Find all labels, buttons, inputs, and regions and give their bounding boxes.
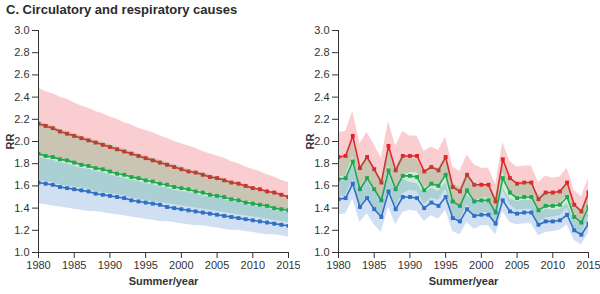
svg-text:2.6: 2.6 xyxy=(314,68,329,80)
svg-text:2015: 2015 xyxy=(276,259,300,271)
svg-text:RR: RR xyxy=(4,134,16,150)
svg-text:1.8: 1.8 xyxy=(14,157,29,169)
svg-text:1.6: 1.6 xyxy=(314,179,329,191)
svg-text:Summer/year: Summer/year xyxy=(129,275,199,287)
svg-text:2.6: 2.6 xyxy=(14,68,29,80)
svg-text:2.4: 2.4 xyxy=(14,91,29,103)
svg-text:2010: 2010 xyxy=(241,259,265,271)
svg-text:3.0: 3.0 xyxy=(314,24,329,36)
svg-text:2.2: 2.2 xyxy=(314,113,329,125)
svg-text:2.4: 2.4 xyxy=(314,91,329,103)
svg-text:1.6: 1.6 xyxy=(14,179,29,191)
svg-text:3.0: 3.0 xyxy=(14,24,29,36)
svg-text:Summer/year: Summer/year xyxy=(429,275,499,287)
svg-text:2.8: 2.8 xyxy=(314,46,329,58)
svg-text:1980: 1980 xyxy=(326,259,350,271)
svg-text:2010: 2010 xyxy=(541,259,565,271)
svg-text:1.0: 1.0 xyxy=(14,246,29,258)
svg-text:1.2: 1.2 xyxy=(314,224,329,236)
svg-text:1980: 1980 xyxy=(26,259,50,271)
svg-text:1.0: 1.0 xyxy=(314,246,329,258)
svg-text:1.4: 1.4 xyxy=(314,202,329,214)
svg-text:1985: 1985 xyxy=(362,259,386,271)
svg-text:2005: 2005 xyxy=(505,259,529,271)
svg-text:1.4: 1.4 xyxy=(14,202,29,214)
svg-text:1995: 1995 xyxy=(133,259,157,271)
svg-text:2.8: 2.8 xyxy=(14,46,29,58)
svg-text:2000: 2000 xyxy=(169,259,193,271)
svg-text:2.0: 2.0 xyxy=(314,135,329,147)
svg-text:1995: 1995 xyxy=(433,259,457,271)
svg-text:2015: 2015 xyxy=(576,259,600,271)
svg-text:RR: RR xyxy=(304,134,316,150)
svg-text:2000: 2000 xyxy=(469,259,493,271)
svg-text:2.0: 2.0 xyxy=(14,135,29,147)
svg-text:2005: 2005 xyxy=(205,259,229,271)
svg-text:1.2: 1.2 xyxy=(14,224,29,236)
svg-text:1.8: 1.8 xyxy=(314,157,329,169)
svg-text:1985: 1985 xyxy=(62,259,86,271)
svg-text:2.2: 2.2 xyxy=(14,113,29,125)
svg-text:1990: 1990 xyxy=(98,259,122,271)
svg-text:1990: 1990 xyxy=(398,259,422,271)
html-text:C. Circulatory and respiratory: C. Circulatory and respiratory causes xyxy=(6,2,238,17)
